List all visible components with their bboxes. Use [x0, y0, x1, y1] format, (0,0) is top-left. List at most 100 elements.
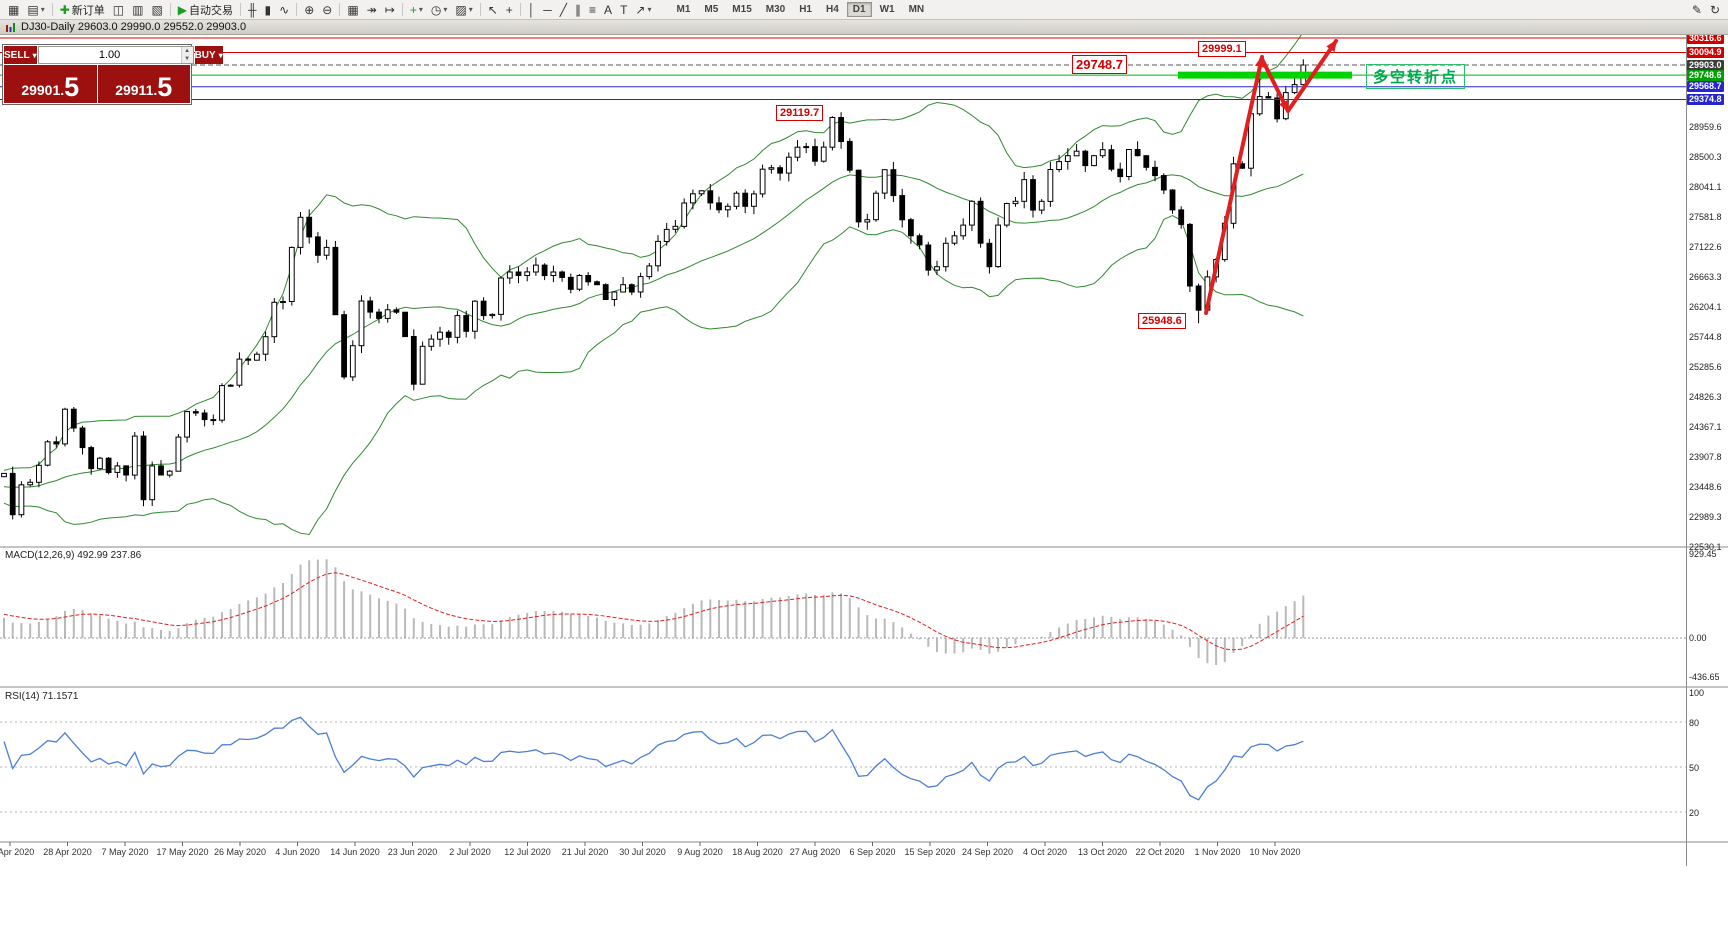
date-label: 28 Apr 2020 [43, 847, 92, 857]
trendline-button[interactable]: ╱ [556, 1, 571, 18]
vertical-line-button[interactable]: │ [524, 1, 540, 18]
horizontal-lines[interactable] [0, 37, 1686, 100]
timeframe-m5-button[interactable]: M5 [704, 4, 719, 15]
timeframe-d1-button[interactable]: D1 [846, 2, 872, 17]
volume-input[interactable] [38, 47, 181, 63]
equidistant-channel-icon: ∥ [575, 2, 582, 17]
text-button[interactable]: A [600, 1, 616, 18]
chart-title: DJ30-Daily 29603.0 29990.0 29552.0 29903… [21, 21, 247, 33]
date-label: 27 Aug 2020 [789, 847, 841, 857]
text-icon: A [604, 2, 613, 17]
volume-increase-button[interactable]: ▲ [181, 47, 193, 55]
new-order-icon: ✚ [59, 2, 70, 17]
navigator-icon: ▧ [151, 2, 163, 17]
chart-canvas[interactable] [0, 35, 1728, 945]
sell-button[interactable]: SELL ▾ [4, 46, 37, 64]
price-axis-label: 28041.1 [1689, 181, 1722, 192]
auto-scroll-button[interactable]: ↠ [363, 1, 381, 18]
new-order-button[interactable]: ✚ 新订单 [56, 1, 109, 18]
date-label: 1 Nov 2020 [1194, 847, 1241, 857]
chart-properties-button[interactable]: ✎ [1688, 1, 1706, 18]
buy-button[interactable]: BUY ▾ [194, 46, 223, 64]
bollinger-bands [3, 35, 1304, 536]
market-watch-button[interactable]: ◫ [109, 1, 128, 18]
candlestick-mode-button[interactable]: ▮ [261, 1, 276, 18]
equidistant-channel-button[interactable]: ∥ [571, 1, 585, 18]
turning-point-annotation[interactable]: 多空转折点 [1366, 64, 1466, 89]
new-chart-button[interactable]: ▦ [4, 1, 23, 18]
price-axis-label: 25744.8 [1689, 331, 1722, 342]
cursor-button[interactable]: ↖ [484, 1, 502, 18]
zoom-out-button[interactable]: ⊖ [318, 1, 336, 18]
toolbar-buttons: ▦ ▤ ▾ ✚ 新订单 ◫ ▥ ▧ ▶ 自动交易 ╫ ▮ ∿ ⊕ ⊖ ▦ ↠ ↦ + ▾ ◷ ▾ ▨ ▾ ↖ + │ ─ ╱ ∥ ≡ A T ↗ ▾ [4, 0, 655, 19]
price-callout[interactable]: 29748.7 [1072, 55, 1127, 74]
chart-window-titlebar[interactable]: DJ30-Daily 29603.0 29990.0 29552.0 29903… [0, 20, 1728, 35]
timeframe-m30-button[interactable]: M30 [765, 4, 786, 15]
price-axis-label: 22989.3 [1689, 511, 1722, 522]
macd-signal-line [3, 572, 1304, 651]
volume-decrease-button[interactable]: ▼ [181, 55, 193, 63]
sell-button-label: SELL [4, 49, 30, 61]
timeframe-m1-button[interactable]: M1 [676, 4, 691, 15]
toolbar-right-buttons: ✎ ↻ [1688, 0, 1724, 19]
trend-arrows[interactable] [1204, 39, 1338, 315]
tile-windows-button[interactable]: ▦ [343, 1, 362, 18]
periods-button[interactable]: ◷ ▾ [427, 1, 452, 18]
indicators-icon: + [409, 2, 417, 17]
chevron-down-icon: ▾ [647, 5, 652, 14]
timeframe-m15-button[interactable]: M15 [732, 4, 752, 15]
chart-area[interactable]: SELL ▾ ▲ ▼ BUY ▾ 29901. 5 [0, 35, 1728, 945]
timeframe-h1-button[interactable]: H1 [799, 4, 812, 15]
one-click-trading-panel: SELL ▾ ▲ ▼ BUY ▾ 29901. 5 [2, 44, 223, 105]
timeframe-w1-button[interactable]: W1 [879, 4, 895, 15]
line-chart-mode-button[interactable]: ∿ [275, 1, 293, 18]
toolbar-separator [339, 3, 341, 16]
price-callout[interactable]: 29999.1 [1198, 41, 1246, 57]
toolbar-separator [479, 3, 481, 16]
timeframe-h4-button[interactable]: H4 [826, 4, 839, 15]
volume-field: ▲ ▼ [37, 46, 194, 64]
arrows-button[interactable]: ↗ ▾ [631, 1, 655, 18]
refresh-icon: ↻ [1709, 2, 1720, 17]
horizontal-line-button[interactable]: ─ [539, 1, 556, 18]
date-label: 10 Nov 2020 [1249, 847, 1301, 857]
toolbar-separator [240, 3, 242, 16]
date-label: 13 Oct 2020 [1077, 847, 1128, 857]
price-callout[interactable]: 29119.7 [776, 105, 824, 121]
chart-shift-button[interactable]: ↦ [381, 1, 399, 18]
macd-indicator-label: MACD(12,26,9) 492.99 237.86 [5, 550, 142, 561]
chevron-down-icon: ▾ [468, 5, 473, 14]
timeframe-mn-button[interactable]: MN [908, 4, 925, 15]
price-tag: 30094.9 [1687, 46, 1724, 58]
templates-button[interactable]: ▨ ▾ [451, 1, 476, 18]
refresh-button[interactable]: ↻ [1706, 1, 1724, 18]
new-order-label: 新订单 [71, 4, 105, 17]
navigator-button[interactable]: ▧ [147, 1, 166, 18]
buy-price[interactable]: 29911. 5 [97, 65, 190, 103]
price-tag: 29374.8 [1687, 94, 1724, 105]
date-label: 12 Jul 2020 [504, 847, 551, 857]
chevron-down-icon: ▾ [418, 5, 423, 14]
sell-price[interactable]: 29901. 5 [4, 65, 97, 103]
chart-profiles-button[interactable]: ▤ ▾ [23, 1, 48, 18]
toolbar-separator [169, 3, 171, 16]
crosshair-button[interactable]: + [502, 1, 517, 18]
data-window-button[interactable]: ▥ [128, 1, 147, 18]
date-label: 6 Sep 2020 [849, 847, 896, 857]
price-callout[interactable]: 25948.6 [1138, 313, 1186, 329]
indicators-button[interactable]: + ▾ [406, 1, 427, 18]
chart-icon [6, 22, 15, 32]
text-label-button[interactable]: T [616, 1, 631, 18]
vertical-line-icon: │ [527, 2, 536, 17]
autotrading-button[interactable]: ▶ 自动交易 [174, 1, 237, 18]
toolbar-separator [296, 3, 298, 16]
bar-chart-mode-button[interactable]: ╫ [244, 1, 261, 18]
trade-panel-price-row: 29901. 5 29911. 5 [4, 65, 190, 103]
zoom-in-button[interactable]: ⊕ [300, 1, 318, 18]
macd-axis-label: 929.45 [1689, 548, 1717, 559]
date-label: 15 Sep 2020 [904, 847, 956, 857]
buy-button-label: BUY [194, 49, 216, 61]
rsi-axis-label: 50 [1689, 763, 1700, 773]
price-axis-label: 27122.6 [1689, 241, 1722, 252]
fibonacci-retracement-button[interactable]: ≡ [585, 1, 600, 18]
